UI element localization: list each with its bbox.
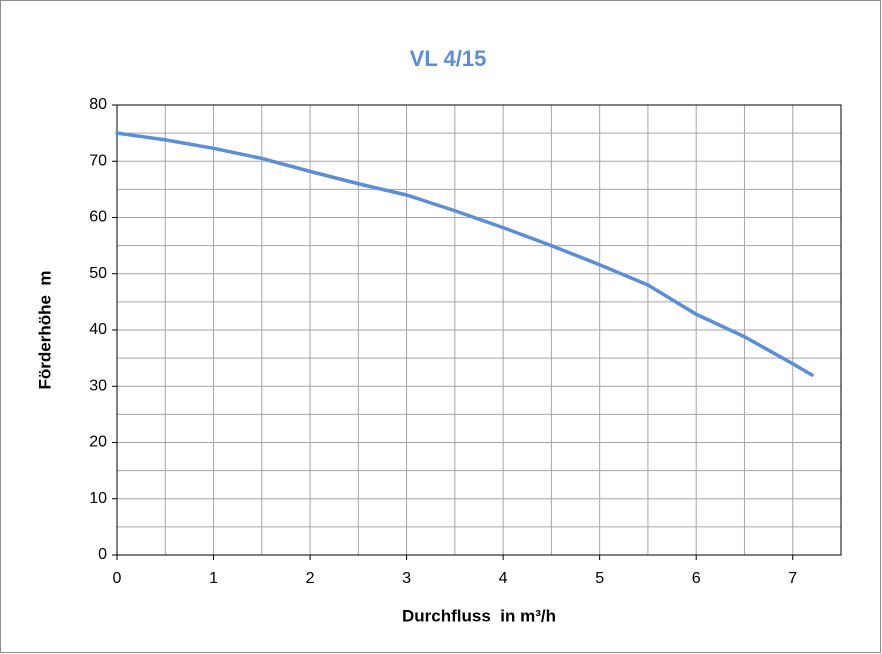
y-tick-label: 40 — [89, 321, 107, 338]
x-tick-label: 1 — [209, 570, 218, 587]
x-tick-label: 0 — [113, 570, 122, 587]
y-tick-label: 50 — [89, 265, 107, 282]
x-tick-label: 6 — [692, 570, 701, 587]
y-tick-label: 70 — [89, 152, 107, 169]
x-tick-label: 4 — [499, 570, 508, 587]
y-axis-label: Förderhöhe m — [35, 270, 54, 389]
data-line — [115, 131, 814, 377]
chart-title: VL 4/15 — [410, 46, 487, 71]
y-tick-label: 60 — [89, 209, 107, 226]
x-tick-label: 7 — [788, 570, 797, 587]
y-tick-label: 30 — [89, 377, 107, 394]
y-tick-label: 0 — [98, 546, 107, 563]
x-tick-label: 3 — [402, 570, 411, 587]
y-tick-label: 20 — [89, 434, 107, 451]
y-tick-label: 80 — [89, 96, 107, 113]
x-axis-label: Durchfluss in m³/h — [402, 606, 556, 625]
x-tick-label: 5 — [595, 570, 604, 587]
x-tick-label: 2 — [306, 570, 315, 587]
y-tick-label: 10 — [89, 490, 107, 507]
